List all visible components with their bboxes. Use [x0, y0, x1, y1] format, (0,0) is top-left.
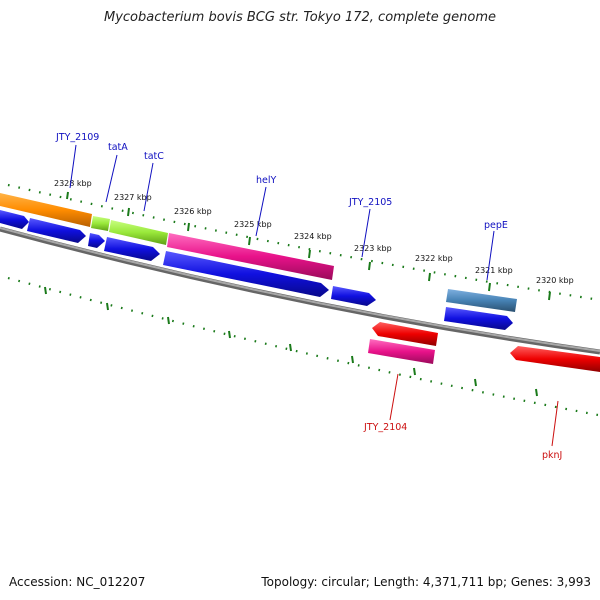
inner-scale-ring [7, 276, 599, 417]
gene-feature [109, 220, 168, 245]
gene-arrow [510, 346, 600, 372]
gene-label-pknj: pknJ [542, 450, 562, 461]
gene-label-jty-2109: JTY_2109 [55, 132, 99, 143]
gene-arrow [27, 218, 86, 243]
tick-label: 2324 kbp [294, 232, 332, 241]
gene-label-tata: tatA [108, 142, 128, 153]
tick-label: 2328 kbp [54, 179, 92, 188]
label-leaders [69, 144, 559, 447]
gene-arrow [104, 237, 160, 261]
forward-outer-features [0, 193, 517, 312]
scale-tick-labels: 2328 kbp 2327 kbp 2326 kbp 2325 kbp 2324… [54, 179, 574, 285]
map-title: Mycobacterium bovis BCG str. Tokyo 172, … [104, 10, 496, 25]
gene-feature [446, 289, 517, 312]
tick-label: 2325 kbp [234, 220, 272, 229]
gene-arrow [0, 210, 29, 229]
forward-blue-features [0, 210, 513, 330]
gene-label-pepe: pepE [484, 220, 508, 231]
tick-label: 2321 kbp [475, 266, 513, 275]
tick-label: 2322 kbp [415, 254, 453, 263]
tick-label: 2323 kbp [354, 244, 392, 253]
gene-arrow [372, 322, 438, 346]
gene-label-hely: helY [256, 175, 277, 186]
tick-label: 2326 kbp [174, 207, 212, 216]
outer-scale-ring [7, 183, 600, 302]
outer-major-ticks [66, 191, 551, 301]
gene-arrow [444, 307, 513, 330]
genome-summary-text: Topology: circular; Length: 4,371,711 bp… [261, 575, 591, 589]
tick-label: 2320 kbp [536, 276, 574, 285]
gene-feature [368, 339, 435, 364]
gene-labels: JTY_2109 tatA tatC helY JTY_2105 pepE JT… [55, 132, 562, 461]
gene-feature [0, 193, 92, 227]
genome-backbone-highlight [0, 227, 600, 352]
gene-label-jty-2105: JTY_2105 [348, 197, 392, 208]
inner-major-ticks [44, 286, 538, 397]
reverse-features [368, 322, 600, 372]
gene-label-jty-2104: JTY_2104 [363, 422, 407, 433]
gene-label-tatc: tatC [144, 151, 164, 162]
tick-label: 2327 kbp [114, 193, 152, 202]
gene-feature [91, 216, 110, 231]
accession-text: Accession: NC_012207 [9, 575, 146, 589]
gene-arrow [88, 233, 105, 248]
gene-feature [167, 233, 334, 280]
gene-arrow [331, 286, 376, 306]
gene-arrow [163, 251, 329, 297]
